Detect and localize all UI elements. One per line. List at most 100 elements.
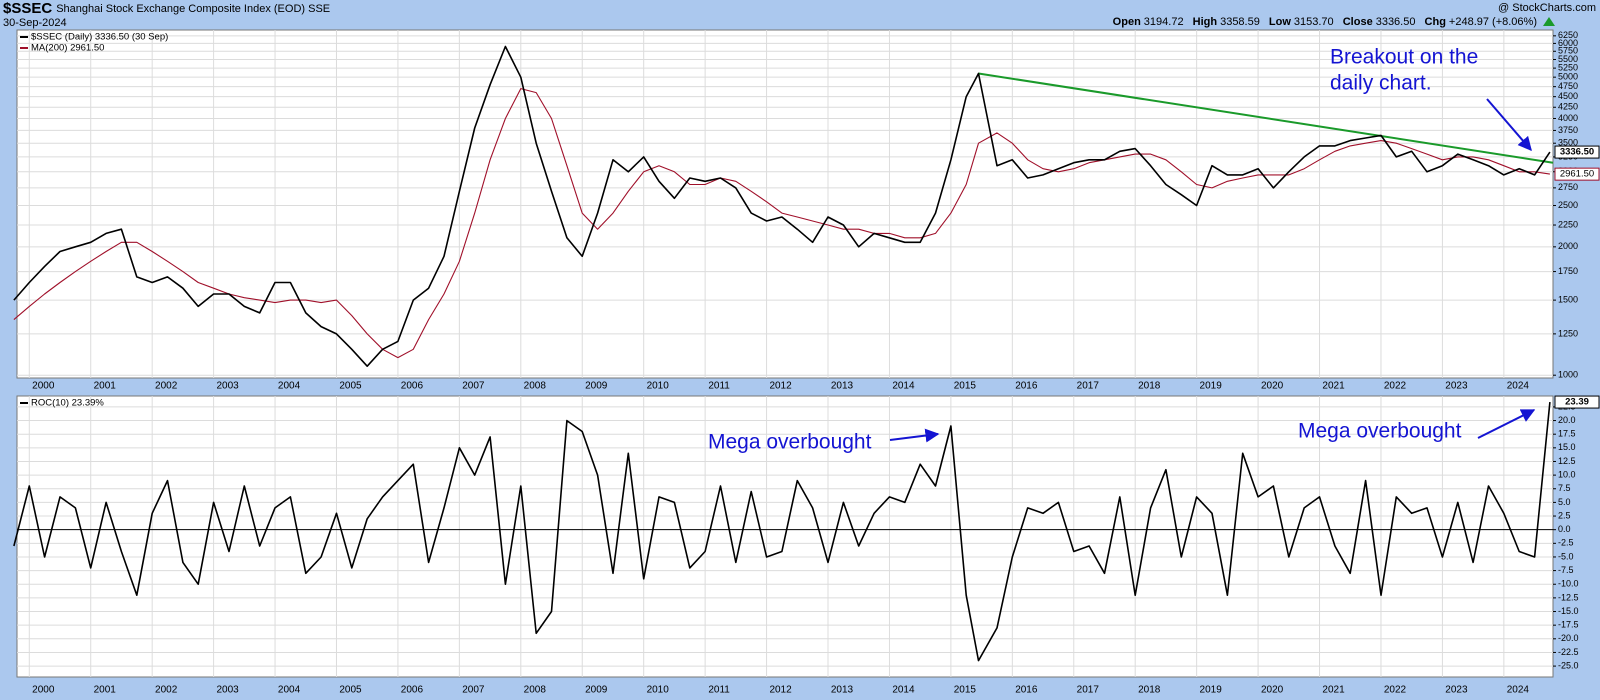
x-tick-label: 2001 <box>94 685 117 696</box>
x-tick-label: 2006 <box>401 685 424 696</box>
x-tick-label: 2024 <box>1507 381 1530 392</box>
x-tick-label: 2014 <box>892 381 915 392</box>
quote: Open 3194.72 High 3358.59 Low 3153.70 Close… <box>1113 16 1537 28</box>
legend-label: MA(200) 2961.50 <box>31 43 104 54</box>
y-tick-label: -15.0 <box>1558 606 1579 616</box>
end-label: 23.39 <box>1565 397 1589 408</box>
y-tick-label: 1000 <box>1558 370 1578 380</box>
end-label-box <box>1554 167 1600 181</box>
y-tick-label: 3500 <box>1558 138 1578 148</box>
x-tick-label: 2004 <box>278 685 301 696</box>
legend-label: ROC(10) 23.39% <box>31 398 104 409</box>
x-tick-label: 2004 <box>278 381 301 392</box>
x-tick-label: 2015 <box>954 381 977 392</box>
y-tick-label: -22.5 <box>1558 647 1579 657</box>
up-icon <box>1543 17 1555 26</box>
y-tick-label: -12.5 <box>1558 592 1579 602</box>
x-tick-label: 2018 <box>1138 685 1161 696</box>
x-tick-label: 2014 <box>892 685 915 696</box>
y-tick-label: 10.0 <box>1558 469 1576 479</box>
x-tick-label: 2005 <box>339 685 362 696</box>
y-tick-label: 2500 <box>1558 200 1578 210</box>
plot-area <box>16 29 1554 379</box>
x-tick-label: 2015 <box>954 685 977 696</box>
end-label: 3336.50 <box>1560 147 1594 158</box>
x-tick-label: 2012 <box>769 381 792 392</box>
quote-label: Close <box>1343 16 1373 28</box>
y-tick-label: 6250 <box>1558 30 1578 40</box>
y-tick-label: 4500 <box>1558 91 1578 101</box>
source: @ StockCharts.com <box>1498 2 1596 14</box>
y-tick-label: 2750 <box>1558 182 1578 192</box>
annotation-arrow <box>889 428 940 443</box>
x-tick-label: 2016 <box>1015 381 1038 392</box>
annotation: Mega overbought <box>1298 420 1462 443</box>
x-tick-label: 2022 <box>1384 685 1407 696</box>
x-tick-label: 2021 <box>1322 381 1345 392</box>
quote-value: 3336.50 <box>1376 16 1416 28</box>
y-tick-label: 1500 <box>1558 294 1578 304</box>
y-tick-label: 4750 <box>1558 81 1578 91</box>
x-tick-label: 2008 <box>524 381 547 392</box>
x-tick-label: 2022 <box>1384 381 1407 392</box>
x-tick-label: 2023 <box>1445 685 1468 696</box>
x-tick-label: 2012 <box>769 685 792 696</box>
x-tick-label: 2009 <box>585 381 608 392</box>
y-tick-label: 0.0 <box>1558 524 1571 534</box>
y-tick-label: -10.0 <box>1558 579 1579 589</box>
end-label-box <box>1554 395 1600 409</box>
x-tick-label: 2011 <box>708 685 730 696</box>
y-tick-label: -20.0 <box>1558 633 1579 643</box>
x-tick-label: 2001 <box>94 381 117 392</box>
y-tick-label: 2250 <box>1558 219 1578 229</box>
x-tick-label: 2017 <box>1077 381 1100 392</box>
y-tick-label: 5500 <box>1558 54 1578 64</box>
y-tick-label: -7.5 <box>1558 565 1574 575</box>
x-tick-label: 2003 <box>216 381 239 392</box>
x-tick-label: 2007 <box>462 685 485 696</box>
y-tick-label: 5750 <box>1558 46 1578 56</box>
annotation-arrow <box>1486 98 1532 152</box>
x-tick-label: 2019 <box>1200 381 1223 392</box>
x-tick-label: 2019 <box>1200 685 1223 696</box>
annotation: daily chart. <box>1330 72 1432 95</box>
y-tick-label: -25.0 <box>1558 660 1579 670</box>
x-tick-label: 2017 <box>1077 685 1100 696</box>
y-tick-label: -5.0 <box>1558 551 1574 561</box>
x-tick-label: 2018 <box>1138 381 1161 392</box>
annotation: Mega overbought <box>708 431 872 454</box>
series-line <box>13 402 1551 662</box>
series-line <box>13 88 1550 359</box>
y-tick-label: 4000 <box>1558 113 1578 123</box>
x-tick-label: 2006 <box>401 381 424 392</box>
x-tick-label: 2003 <box>216 685 239 696</box>
x-tick-label: 2010 <box>647 685 670 696</box>
x-tick-label: 2021 <box>1322 685 1345 696</box>
x-tick-label: 2011 <box>708 381 730 392</box>
x-tick-label: 2007 <box>462 381 485 392</box>
x-tick-label: 2024 <box>1507 685 1530 696</box>
y-tick-label: 5250 <box>1558 62 1578 72</box>
x-tick-label: 2000 <box>32 381 55 392</box>
x-tick-label: 2010 <box>647 381 670 392</box>
x-tick-label: 2005 <box>339 381 362 392</box>
y-tick-label: 1250 <box>1558 328 1578 338</box>
y-tick-label: 6000 <box>1558 38 1578 48</box>
symbol: $SSEC <box>3 0 52 17</box>
x-tick-label: 2000 <box>32 685 55 696</box>
annotation: Breakout on the <box>1330 46 1478 69</box>
quote-value: 3358.59 <box>1220 16 1260 28</box>
date: 30-Sep-2024 <box>3 17 67 29</box>
y-tick-label: -2.5 <box>1558 538 1574 548</box>
y-tick-label: 2.5 <box>1558 510 1571 520</box>
y-tick-label: 2000 <box>1558 241 1578 251</box>
y-tick-label: 1750 <box>1558 266 1578 276</box>
quote-label: Open <box>1113 16 1141 28</box>
quote-label: Chg <box>1425 16 1446 28</box>
quote-label: Low <box>1269 16 1291 28</box>
end-label-box <box>1554 145 1600 159</box>
x-tick-label: 2002 <box>155 381 178 392</box>
trendline <box>978 72 1554 164</box>
x-tick-label: 2013 <box>831 685 854 696</box>
